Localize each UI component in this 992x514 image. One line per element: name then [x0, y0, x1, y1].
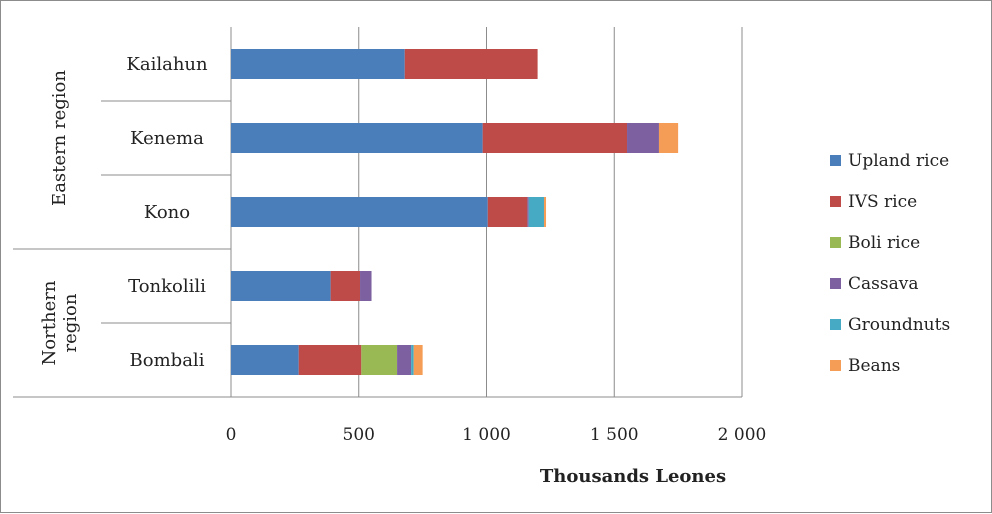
legend-swatch: [830, 155, 841, 166]
legend-swatch: [830, 237, 841, 248]
x-tick-label: 1 500: [590, 425, 639, 445]
bar-segment: [527, 197, 529, 227]
legend-swatch: [830, 278, 841, 289]
bar-segment: [658, 123, 679, 153]
legend-label: Upland rice: [848, 151, 949, 171]
legend-label: Groundnuts: [848, 315, 950, 335]
bar-segment: [231, 123, 483, 153]
x-axis-title: Thousands Leones: [540, 466, 726, 487]
bar-segment: [231, 271, 331, 301]
bar-segment: [231, 49, 405, 79]
bar-segment: [397, 345, 412, 375]
legend-label: Beans: [848, 356, 900, 376]
bar-segment: [627, 123, 659, 153]
category-label: Tonkolili: [128, 276, 206, 297]
bars: [231, 49, 679, 375]
group-label: Eastern region: [49, 70, 70, 206]
bar-segment: [231, 197, 488, 227]
legend: Upland rice IVS rice Boli rice Cassava Groun…: [830, 151, 950, 376]
category-label: Kailahun: [126, 54, 208, 75]
category-label: Kono: [144, 202, 190, 223]
category-axis: Eastern region Northernregion Kailahun Kene…: [13, 54, 742, 398]
bar-segment: [482, 123, 628, 153]
x-tick-label: 500: [343, 425, 375, 445]
bar-segment: [231, 345, 299, 375]
bar-segment: [360, 271, 372, 301]
bar-segment: [543, 197, 547, 227]
category-label: Bombali: [130, 350, 205, 371]
legend-swatch: [830, 360, 841, 371]
legend-label: IVS rice: [848, 192, 917, 212]
bar-segment: [361, 345, 398, 375]
legend-swatch: [830, 319, 841, 330]
bar-segment: [298, 345, 362, 375]
bar-segment: [330, 271, 361, 301]
bar-segment: [413, 345, 423, 375]
x-tick-labels: 0 500 1 000 1 500 2 000: [226, 425, 767, 445]
x-tick-label: 1 000: [462, 425, 511, 445]
bar-segment: [528, 197, 544, 227]
x-tick-label: 0: [226, 425, 237, 445]
legend-label: Cassava: [848, 274, 918, 294]
category-label: Kenema: [130, 128, 204, 149]
legend-label: Boli rice: [848, 233, 920, 253]
bar-segment: [411, 345, 414, 375]
x-tick-label: 2 000: [718, 425, 767, 445]
group-label: Northernregion: [39, 280, 81, 365]
bar-segment: [487, 197, 528, 227]
legend-swatch: [830, 196, 841, 207]
bar-segment: [404, 49, 538, 79]
